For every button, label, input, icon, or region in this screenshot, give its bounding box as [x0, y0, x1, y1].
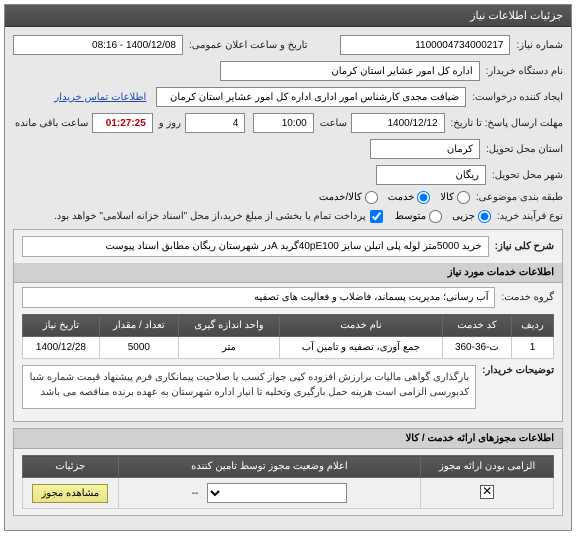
table-row: 1 ت-36-360 جمع آوری، تصفیه و تامین آب مت… — [23, 337, 554, 359]
auth-required-cell — [421, 478, 554, 509]
col-idx: ردیف — [511, 315, 553, 337]
need-title-field: خرید 5000متر لوله پلی اتیلن سایز 40pE100… — [22, 236, 489, 257]
announce-date-label: تاریخ و ساعت اعلان عمومی: — [189, 40, 308, 51]
panel-title: جزئیات اطلاعات نیاز — [5, 5, 571, 27]
cell-name: جمع آوری، تصفیه و تامین آب — [279, 337, 442, 359]
buyer-contact-link[interactable]: اطلاعات تماس خریدار — [54, 92, 146, 103]
authorization-box: اطلاعات مجوزهای ارائه خدمت / کالا الزامی… — [13, 428, 563, 516]
auth-status-cell: -- — [118, 478, 421, 509]
cell-code: ت-36-360 — [442, 337, 511, 359]
announce-date-field: 1400/12/08 - 08:16 — [13, 35, 183, 55]
auth-col-details: جزئیات — [23, 456, 119, 478]
view-permit-button[interactable]: مشاهده مجوز — [32, 484, 108, 503]
creator-field: ضیافت مجدی کارشناس امور اداری اداره کل ا… — [156, 87, 466, 107]
treasury-checkbox[interactable]: پرداخت تمام یا بخشی از مبلغ خرید،از محل … — [52, 210, 383, 223]
process-label: نوع فرآیند خرید: — [497, 211, 563, 222]
time-label: ساعت — [320, 118, 347, 129]
buyer-label: نام دستگاه خریدار: — [486, 66, 563, 77]
creator-label: ایجاد کننده درخواست: — [472, 92, 563, 103]
col-date: تاریخ نیاز — [23, 315, 100, 337]
required-checkbox-icon — [480, 485, 494, 499]
need-title-label: شرح کلی نیاز: — [495, 241, 554, 252]
deadline-label: مهلت ارسال پاسخ: تا تاریخ: — [451, 118, 563, 129]
col-code: کد خدمت — [442, 315, 511, 337]
remain-label: ساعت باقی مانده — [15, 118, 88, 129]
cell-date: 1400/12/28 — [23, 337, 100, 359]
service-info-header: اطلاعات خدمات مورد نیاز — [14, 263, 562, 283]
days-label: روز و — [159, 118, 181, 129]
process-radio-group: جزیی متوسط — [395, 210, 491, 223]
deadline-time-field: 10:00 — [253, 113, 313, 133]
need-detail-box: شرح کلی نیاز: خرید 5000متر لوله پلی اتیل… — [13, 229, 563, 422]
auth-col-status: اعلام وضعیت مجوز توسط تامین کننده — [118, 456, 421, 478]
radio-service[interactable]: خدمت — [388, 191, 431, 204]
authorization-header: اطلاعات مجوزهای ارائه خدمت / کالا — [14, 429, 562, 449]
category-radio-group: کالا خدمت کالا/خدمت — [319, 191, 470, 204]
req-no-label: شماره نیاز: — [516, 40, 563, 51]
cell-qty: 5000 — [99, 337, 178, 359]
radio-goods[interactable]: کالا — [440, 191, 470, 204]
req-no-field: 1100004734000217 — [340, 35, 510, 55]
service-table: ردیف کد خدمت نام خدمت واحد اندازه گیری ت… — [22, 314, 554, 359]
cell-idx: 1 — [511, 337, 553, 359]
radio-both[interactable]: کالا/خدمت — [319, 191, 378, 204]
auth-details-cell: مشاهده مجوز — [23, 478, 119, 509]
province-label: استان محل تحویل: — [486, 144, 563, 155]
status-dropdown[interactable] — [207, 483, 347, 503]
buyer-note-label: توضیحات خریدار: — [482, 365, 554, 376]
authorization-table: الزامی بودن ارائه مجوز اعلام وضعیت مجوز … — [22, 455, 554, 509]
service-group-field: آب رسانی؛ مدیریت پسماند، فاضلاب و فعالیت… — [22, 287, 495, 308]
radio-mid[interactable]: متوسط — [395, 210, 442, 223]
days-left-field: 4 — [185, 113, 245, 133]
radio-minor[interactable]: جزیی — [452, 210, 491, 223]
countdown-field: 01:27:25 — [92, 113, 152, 133]
category-label: طبقه بندی موضوعی: — [476, 192, 563, 203]
city-field: ریگان — [376, 165, 486, 185]
buyer-note-field: بارگذاری گواهی مالیات برارزش افزوده کپی … — [22, 365, 476, 409]
col-qty: تعداد / مقدار — [99, 315, 178, 337]
city-label: شهر محل تحویل: — [492, 170, 563, 181]
cell-unit: متر — [178, 337, 279, 359]
deadline-date-field: 1400/12/12 — [351, 113, 445, 133]
auth-col-required: الزامی بودن ارائه مجوز — [421, 456, 554, 478]
auth-row: -- مشاهده مجوز — [23, 478, 554, 509]
service-group-label: گروه خدمت: — [501, 292, 554, 303]
buyer-field: اداره کل امور عشایر استان کرمان — [220, 61, 480, 81]
col-unit: واحد اندازه گیری — [178, 315, 279, 337]
col-name: نام خدمت — [279, 315, 442, 337]
main-panel: جزئیات اطلاعات نیاز شماره نیاز: 11000047… — [4, 4, 572, 531]
province-field: کرمان — [370, 139, 480, 159]
panel-body: شماره نیاز: 1100004734000217 تاریخ و ساع… — [5, 27, 571, 530]
